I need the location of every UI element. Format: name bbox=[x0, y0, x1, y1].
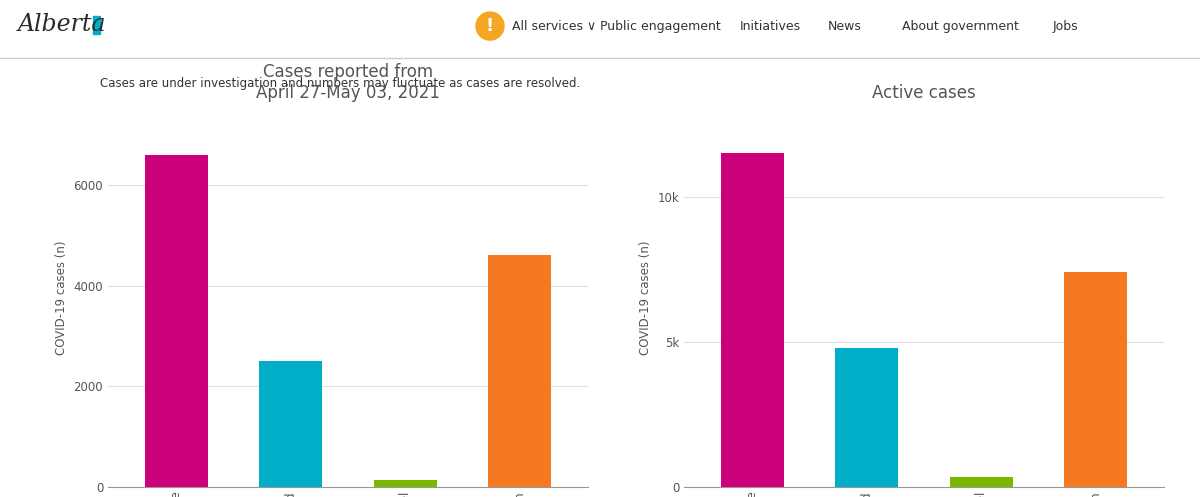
Bar bbox=[145, 155, 208, 487]
Text: All services ∨: All services ∨ bbox=[512, 19, 596, 32]
Y-axis label: COVID-19 cases (n): COVID-19 cases (n) bbox=[638, 241, 652, 355]
Text: Alberta: Alberta bbox=[18, 12, 107, 36]
Text: Public engagement: Public engagement bbox=[600, 19, 720, 32]
Bar bbox=[949, 477, 1013, 487]
Text: Jobs: Jobs bbox=[1052, 19, 1078, 32]
Circle shape bbox=[476, 12, 504, 40]
Text: About government: About government bbox=[901, 19, 1019, 32]
Text: !: ! bbox=[486, 17, 494, 35]
Title: Active cases: Active cases bbox=[872, 84, 976, 102]
Bar bbox=[835, 347, 899, 487]
Bar bbox=[488, 255, 551, 487]
Bar bbox=[94, 16, 100, 34]
Text: Initiatives: Initiatives bbox=[739, 19, 800, 32]
Bar bbox=[1064, 272, 1127, 487]
Text: News: News bbox=[828, 19, 862, 32]
Y-axis label: COVID-19 cases (n): COVID-19 cases (n) bbox=[55, 241, 68, 355]
Bar bbox=[259, 361, 323, 487]
Title: Cases reported from
April 27-May 03, 2021: Cases reported from April 27-May 03, 202… bbox=[256, 64, 440, 102]
Bar bbox=[721, 153, 784, 487]
Text: Cases are under investigation and numbers may fluctuate as cases are resolved.: Cases are under investigation and number… bbox=[100, 77, 581, 90]
Bar bbox=[373, 480, 437, 487]
